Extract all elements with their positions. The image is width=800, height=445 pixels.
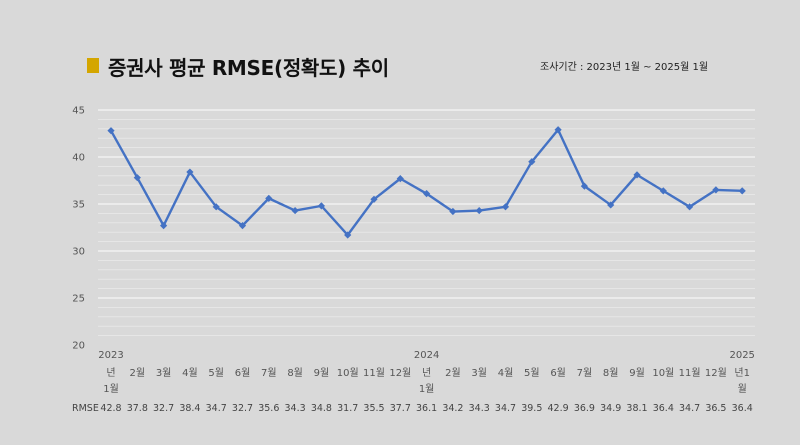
x-tick-label: 8월 (287, 367, 303, 379)
x-tick-label: 1월 (419, 383, 435, 395)
y-tick-label: 30 (72, 247, 85, 258)
data-table-value: 35.5 (363, 403, 384, 414)
x-tick-label: 7월 (261, 367, 277, 379)
data-point-marker (475, 206, 483, 215)
x-tick-label: 11월 (679, 367, 701, 379)
data-point-marker (265, 194, 273, 202)
x-tick-label: 1월 (103, 383, 119, 395)
data-point-marker (659, 187, 667, 195)
data-table-value: 37.8 (127, 403, 148, 414)
data-table-value: 36.4 (732, 403, 753, 414)
x-tick-label: 8월 (603, 367, 619, 379)
data-point-marker (528, 158, 536, 166)
data-table-value: 34.8 (311, 403, 332, 414)
y-tick-label: 35 (72, 200, 85, 211)
title-marker (87, 58, 99, 73)
x-tick-label: 10월 (337, 367, 359, 379)
y-tick-label: 20 (72, 341, 85, 352)
x-tick-label: 3월 (156, 367, 172, 379)
x-tick-label: 4월 (498, 367, 514, 379)
x-tick-label: 년1 (734, 367, 750, 379)
data-point-marker (607, 201, 615, 209)
data-point-marker (712, 186, 720, 194)
data-point-marker (396, 175, 404, 183)
y-tick-label: 45 (72, 106, 85, 117)
data-table-value: 42.8 (100, 403, 121, 414)
data-table-value: 36.4 (653, 403, 674, 414)
x-tick-label: 2023 (98, 350, 123, 361)
series-line-rmse (109, 128, 743, 237)
data-point-marker (554, 126, 562, 134)
x-tick-label: 년 (422, 367, 431, 379)
x-tick-label: 2025 (729, 350, 754, 361)
data-table-value: 34.3 (469, 403, 490, 414)
x-tick-label: 11월 (363, 367, 385, 379)
y-tick-label: 40 (72, 153, 85, 164)
x-tick-label: 9월 (314, 367, 330, 379)
chart-title: 증권사 평균 RMSE(정확도) 추이 (108, 56, 389, 80)
data-table-value: 34.9 (600, 403, 621, 414)
x-tick-label: 9월 (629, 367, 645, 379)
data-point-marker (160, 222, 168, 230)
x-tick-label: 6월 (550, 367, 566, 379)
data-point-marker (291, 206, 299, 215)
x-tick-label: 12월 (705, 367, 727, 379)
x-tick-label: 3월 (471, 367, 487, 379)
data-table-value: 36.5 (705, 403, 726, 414)
y-tick-label: 25 (72, 294, 85, 305)
data-table-value: 34.2 (442, 403, 463, 414)
data-point-marker (107, 127, 115, 135)
data-point-marker (423, 190, 431, 198)
x-tick-label: 5월 (524, 367, 540, 379)
data-point-marker (317, 202, 325, 210)
data-table-value: 32.7 (153, 403, 174, 414)
data-table-value: 35.6 (258, 403, 279, 414)
data-table-value: 34.7 (495, 403, 516, 414)
data-point-marker (186, 168, 194, 176)
x-tick-label: 7월 (577, 367, 593, 379)
data-table-value: 34.7 (679, 403, 700, 414)
data-point-marker (212, 203, 220, 211)
data-point-marker (580, 182, 588, 190)
data-table-value: 31.7 (337, 403, 358, 414)
data-table-value: 38.1 (626, 403, 647, 414)
data-point-marker (344, 231, 352, 239)
data-table-value: 32.7 (232, 403, 253, 414)
data-table-value: 39.5 (521, 403, 542, 414)
data-point-marker (370, 195, 378, 203)
table-row-label: RMSE (72, 403, 99, 414)
data-table-value: 42.9 (548, 403, 569, 414)
data-point-marker (238, 222, 247, 230)
data-point-marker (686, 203, 694, 211)
x-tick-label: 2월 (130, 367, 146, 379)
x-tick-label: 2024 (414, 350, 439, 361)
data-point-marker (738, 187, 746, 195)
x-tick-label: 4월 (182, 367, 198, 379)
data-table-value: 36.1 (416, 403, 437, 414)
x-tick-label: 5월 (208, 367, 224, 379)
x-tick-label: 10월 (652, 367, 674, 379)
data-point-marker (449, 207, 457, 216)
data-table-value: 34.7 (206, 403, 227, 414)
data-table-value: 36.9 (574, 403, 595, 414)
x-tick-label: 2월 (445, 367, 461, 379)
data-table-value: 37.7 (390, 403, 411, 414)
x-tick-label: 년 (106, 367, 115, 379)
data-point-marker (633, 171, 641, 179)
x-tick-label: 12월 (389, 367, 411, 379)
x-tick-label: 월 (738, 383, 747, 395)
survey-period: 조사기간 : 2023년 1월 ~ 2025월 1월 (540, 62, 709, 73)
data-table-value: 38.4 (179, 403, 200, 414)
data-table-value: 34.3 (285, 403, 306, 414)
data-point-marker (133, 174, 141, 182)
data-point-marker (501, 203, 510, 211)
x-tick-label: 6월 (235, 367, 251, 379)
